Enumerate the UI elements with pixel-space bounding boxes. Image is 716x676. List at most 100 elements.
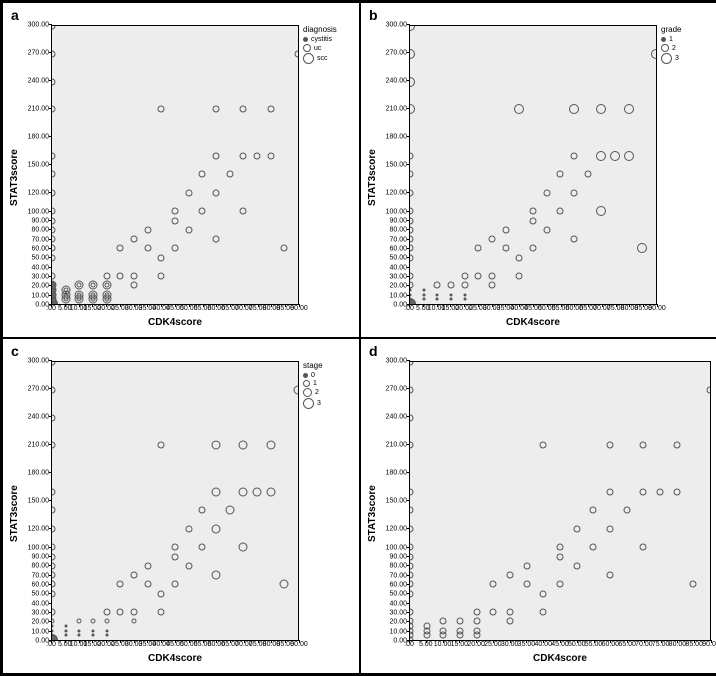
y-tick-label: 150.00 [28, 162, 49, 169]
data-point [596, 151, 606, 161]
plot-box: STAT3score0.0010.0020.0030.0040.0050.006… [9, 25, 353, 331]
legend: stage0123 [299, 361, 353, 667]
y-axis-title: STAT3score [9, 361, 21, 667]
y-tick-label: 10.00 [389, 628, 407, 635]
data-point [607, 525, 614, 532]
data-point [117, 273, 124, 280]
data-point [523, 581, 530, 588]
data-point [281, 245, 288, 252]
data-point [569, 104, 579, 114]
data-point [158, 590, 165, 597]
chart-col: STAT3score0.0010.0020.0030.0040.0050.006… [367, 361, 711, 667]
data-point [240, 208, 247, 215]
y-tick-label: 90.00 [389, 218, 407, 225]
y-axis-title: STAT3score [367, 361, 379, 667]
y-tick-label: 240.00 [386, 414, 407, 421]
data-point [144, 562, 151, 569]
panel-label: a [11, 7, 19, 23]
data-point [409, 49, 415, 59]
y-tick-label: 300.00 [28, 358, 49, 365]
plot-area [51, 361, 299, 641]
data-point [185, 189, 192, 196]
legend-swatch-icon [303, 398, 314, 409]
legend-label: cystitis [311, 36, 332, 43]
data-point [172, 245, 179, 252]
data-point [584, 171, 591, 178]
y-tick-label: 80.00 [31, 563, 49, 570]
data-point [239, 441, 248, 450]
data-point [117, 581, 124, 588]
data-point [51, 106, 56, 113]
y-tick-label: 150.00 [386, 162, 407, 169]
y-tick-label: 180.00 [386, 470, 407, 477]
data-point [51, 50, 56, 57]
y-axis-title: STAT3score [367, 25, 379, 331]
y-ticks: 0.0010.0020.0030.0040.0050.0060.0070.008… [21, 361, 51, 667]
data-point [51, 245, 56, 252]
panel-a: a STAT3score0.0010.0020.0030.0040.0050.00… [2, 2, 360, 338]
data-point [640, 442, 647, 449]
y-tick-label: 100.00 [28, 544, 49, 551]
data-point [673, 488, 680, 495]
data-point [51, 629, 54, 632]
y-tick-label: 70.00 [31, 236, 49, 243]
data-point [507, 618, 514, 625]
data-point [51, 414, 56, 421]
panel-label: d [369, 343, 378, 359]
y-tick-label: 20.00 [31, 619, 49, 626]
y-tick-label: 120.00 [386, 526, 407, 533]
data-point [610, 151, 620, 161]
data-point [51, 609, 56, 616]
data-point [51, 226, 56, 233]
data-point [409, 245, 414, 252]
y-tick-label: 70.00 [389, 572, 407, 579]
chart-col: STAT3score0.0010.0020.0030.0040.0050.006… [367, 25, 657, 331]
data-point [172, 581, 179, 588]
x-axis-title: CDK4score [409, 317, 657, 331]
data-point [422, 298, 425, 301]
data-point [502, 226, 509, 233]
data-point [51, 619, 55, 624]
data-point [423, 623, 430, 630]
data-point [213, 189, 220, 196]
y-tick-label: 150.00 [28, 498, 49, 505]
y-tick-label: 100.00 [386, 208, 407, 215]
y-tick-label: 10.00 [31, 292, 49, 299]
data-point [254, 152, 261, 159]
data-point [51, 590, 56, 597]
y-tick-label: 270.00 [386, 386, 407, 393]
y-tick-label: 120.00 [386, 190, 407, 197]
data-point [131, 282, 138, 289]
y-tick-label: 240.00 [386, 78, 407, 85]
y-tick-label: 270.00 [28, 386, 49, 393]
y-ticks: 0.0010.0020.0030.0040.0050.0060.0070.008… [21, 25, 51, 331]
data-point [607, 488, 614, 495]
y-tick-label: 70.00 [389, 236, 407, 243]
y-tick-label: 10.00 [389, 292, 407, 299]
legend-item: 0 [303, 372, 353, 379]
y-tick-label: 60.00 [31, 582, 49, 589]
legend-swatch-icon [303, 373, 308, 378]
y-tick-label: 30.00 [31, 274, 49, 281]
data-point [199, 544, 206, 551]
data-point [77, 619, 82, 624]
legend-swatch-icon [661, 37, 666, 42]
data-point [596, 104, 606, 114]
data-point [91, 619, 96, 624]
data-point-inner [104, 283, 109, 288]
x-ticks: .005.0010.0015.0020.0025.0030.0035.0040.… [51, 641, 299, 653]
plot-box: STAT3score0.0010.0020.0030.0040.0050.006… [367, 361, 711, 667]
legend-item: 1 [303, 380, 353, 387]
data-point [434, 282, 441, 289]
data-point [409, 414, 414, 421]
data-point [409, 581, 414, 588]
data-point [489, 273, 496, 280]
data-point [51, 488, 56, 495]
data-point [92, 629, 95, 632]
data-point [571, 152, 578, 159]
legend-swatch-icon [303, 37, 308, 42]
data-point [266, 441, 275, 450]
data-point [573, 525, 580, 532]
data-point [450, 293, 453, 296]
data-point [132, 619, 137, 624]
